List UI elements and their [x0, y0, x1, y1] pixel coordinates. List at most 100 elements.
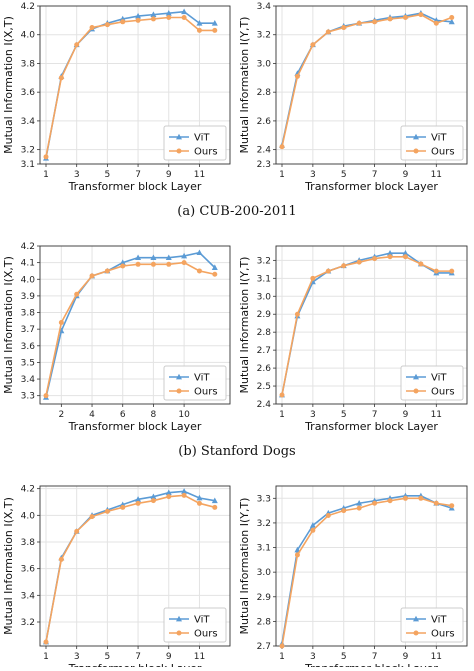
- series-line-ours: [281, 497, 452, 647]
- legend-swatch-marker: [413, 133, 419, 140]
- y-tick-label: 2.8: [257, 617, 272, 627]
- y-tick-label: 3.4: [257, 2, 272, 12]
- data-point-ours: [196, 268, 202, 274]
- data-point-ours: [181, 14, 187, 20]
- y-tick-label: 2.9: [257, 310, 272, 320]
- legend-swatch-marker: [176, 630, 182, 636]
- legend-swatch-marker: [176, 615, 182, 622]
- data-point-ours: [325, 268, 331, 274]
- data-point-ours: [387, 498, 393, 504]
- y-tick-label: 2.9: [257, 593, 272, 603]
- x-tick-label: 7: [372, 170, 378, 180]
- data-point-vit: [165, 9, 172, 16]
- y-tick-label: 3.2: [21, 146, 35, 156]
- data-point-ours: [402, 495, 408, 501]
- legend-label-ours: Ours: [194, 387, 218, 398]
- data-point-ours: [181, 492, 187, 498]
- data-point-ours: [310, 42, 316, 48]
- series-line-ours: [45, 261, 215, 396]
- y-tick-label: 4.2: [21, 242, 35, 252]
- data-point-ours: [433, 20, 439, 26]
- data-point-ours: [341, 25, 347, 31]
- data-point-ours: [294, 311, 300, 317]
- legend-swatch-marker: [176, 133, 182, 140]
- series-line-ours: [45, 16, 215, 157]
- data-point-ours: [166, 261, 172, 267]
- y-tick-label: 4.0: [21, 511, 36, 521]
- y-axis-label: Mutual Information I(X,T): [2, 497, 15, 635]
- data-point-ours: [150, 498, 156, 504]
- y-tick-label: 3.8: [21, 309, 36, 319]
- legend-label-ours: Ours: [194, 147, 218, 158]
- x-tick-label: 3: [310, 410, 316, 420]
- x-tick-label: 8: [151, 410, 157, 420]
- x-tick-label: 1: [279, 410, 285, 420]
- y-tick-label: 3.0: [257, 59, 272, 69]
- x-axis-label: Transformer block Layer: [304, 662, 438, 667]
- data-point-vit: [181, 8, 188, 15]
- x-tick-label: 1: [279, 170, 285, 180]
- data-point-ours: [387, 16, 393, 22]
- data-point-vit: [150, 11, 157, 18]
- y-axis-label: Mutual Information I(X,T): [2, 256, 15, 394]
- y-tick-label: 4.0: [21, 275, 36, 285]
- y-tick-label: 3.2: [257, 519, 271, 529]
- data-point-vit: [448, 18, 455, 25]
- data-point-ours: [104, 22, 110, 28]
- y-tick-label: 3.4: [21, 375, 36, 385]
- data-point-vit: [135, 254, 142, 261]
- y-tick-label: 3.6: [21, 565, 36, 575]
- data-point-ours: [433, 268, 439, 274]
- data-point-ours: [418, 12, 424, 18]
- legend-swatch-marker: [176, 148, 182, 154]
- y-tick-label: 2.6: [257, 117, 272, 127]
- data-point-ours: [402, 14, 408, 20]
- data-point-ours: [449, 14, 455, 20]
- legend-label-vit: ViT: [431, 373, 447, 384]
- series-line-ours: [45, 494, 215, 643]
- data-point-ours: [74, 291, 80, 297]
- data-point-ours: [181, 260, 187, 266]
- x-tick-label: 1: [43, 652, 49, 662]
- legend-label-ours: Ours: [431, 387, 455, 398]
- y-axis-label: Mutual Information I(Y,T): [238, 17, 251, 154]
- data-point-vit: [211, 264, 218, 271]
- data-point-vit: [211, 20, 218, 26]
- y-tick-label: 2.8: [257, 328, 272, 338]
- legend-label-vit: ViT: [431, 615, 447, 626]
- data-point-vit: [196, 494, 203, 501]
- data-point-ours: [325, 513, 331, 519]
- y-tick-label: 3.1: [257, 544, 271, 554]
- data-point-ours: [402, 254, 408, 260]
- x-axis-label: Transformer block Layer: [304, 180, 438, 193]
- data-point-vit: [135, 496, 142, 502]
- data-point-ours: [372, 500, 378, 506]
- data-point-vit: [196, 249, 203, 256]
- axes-frame: [39, 485, 231, 647]
- axes-frame: [275, 5, 468, 165]
- y-tick-label: 3.7: [21, 325, 35, 335]
- chart-panel-4: 2.4 2.5 2.6 2.7 2.8 2.9 3.0 3.1 3.2 1 3 5 7 9 11Transf…: [238, 245, 468, 433]
- data-point-ours: [341, 508, 347, 514]
- data-point-vit: [119, 259, 126, 266]
- axes-frame: [275, 245, 468, 405]
- data-point-ours: [43, 154, 49, 160]
- x-tick-label: 5: [341, 170, 347, 180]
- chart-panel-1: 3.1 3.2 3.4 3.6 3.8 4.0 4.2 1 3 5 7 9 11Transformer …: [2, 2, 231, 193]
- legend-label-ours: Ours: [431, 147, 455, 158]
- data-point-ours: [418, 495, 424, 501]
- data-point-ours: [449, 503, 455, 509]
- data-point-vit: [150, 254, 157, 261]
- y-tick-label: 2.4: [257, 400, 272, 410]
- caption-a: (a) CUB-200-2011: [177, 204, 297, 219]
- x-tick-label: 5: [105, 652, 111, 662]
- data-point-ours: [58, 320, 64, 326]
- caption-b: (b) Stanford Dogs: [178, 444, 296, 459]
- x-tick-label: 9: [166, 652, 172, 662]
- data-point-ours: [74, 528, 80, 534]
- legend-swatch-marker: [413, 148, 419, 154]
- data-point-ours: [433, 500, 439, 506]
- data-point-ours: [449, 268, 455, 274]
- data-point-ours: [135, 261, 141, 267]
- y-tick-label: 3.1: [257, 274, 271, 284]
